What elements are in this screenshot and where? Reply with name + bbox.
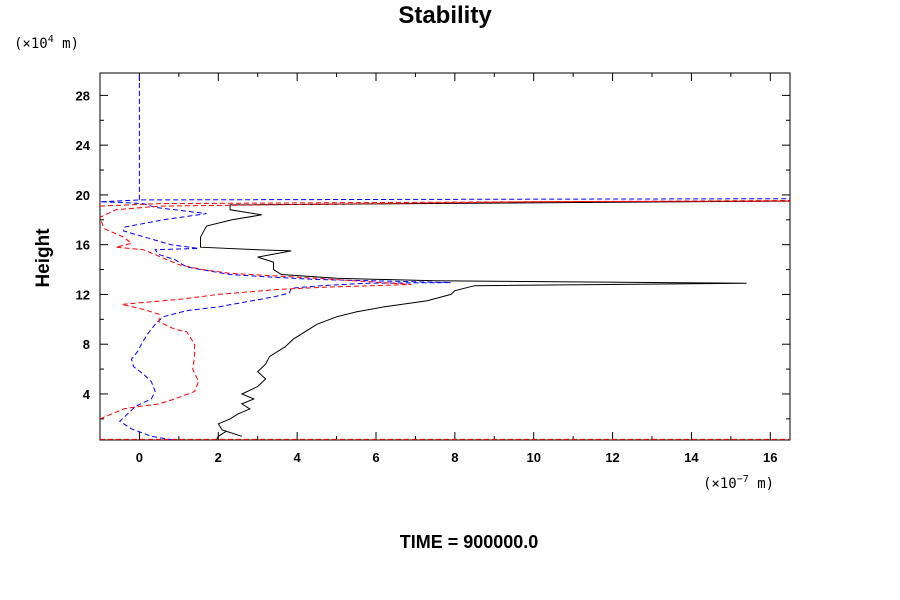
x-tick-label: 0 xyxy=(136,450,143,465)
x-tick-label: 6 xyxy=(372,450,379,465)
chart-title: Stability xyxy=(398,2,492,29)
y-unit-label: (×104 m) xyxy=(14,34,79,52)
x-unit-label: (×10−7 m) xyxy=(703,474,774,492)
plot-frame xyxy=(99,72,791,441)
series-line-0 xyxy=(200,200,790,440)
series-line-1 xyxy=(100,198,790,440)
y-tick-label: 20 xyxy=(76,188,90,203)
y-tick-label: 24 xyxy=(76,138,91,153)
y-tick-label: 28 xyxy=(76,88,90,103)
x-tick-label: 4 xyxy=(294,450,302,465)
x-tick-label: 2 xyxy=(215,450,222,465)
y-tick-label: 4 xyxy=(83,387,91,402)
x-tick-label: 14 xyxy=(684,450,699,465)
x-tick-label: 8 xyxy=(451,450,458,465)
x-tick-label: 12 xyxy=(605,450,619,465)
x-tick-label: 16 xyxy=(763,450,777,465)
series-line-5 xyxy=(100,200,790,207)
y-tick-label: 8 xyxy=(83,337,90,352)
series-line-4 xyxy=(100,200,790,420)
x-tick-label: 10 xyxy=(526,450,540,465)
y-tick-label: 16 xyxy=(76,238,90,253)
y-axis-title: Height xyxy=(33,228,54,288)
y-tick-label: 12 xyxy=(76,287,90,302)
time-footer: TIME = 900000.0 xyxy=(400,532,539,552)
